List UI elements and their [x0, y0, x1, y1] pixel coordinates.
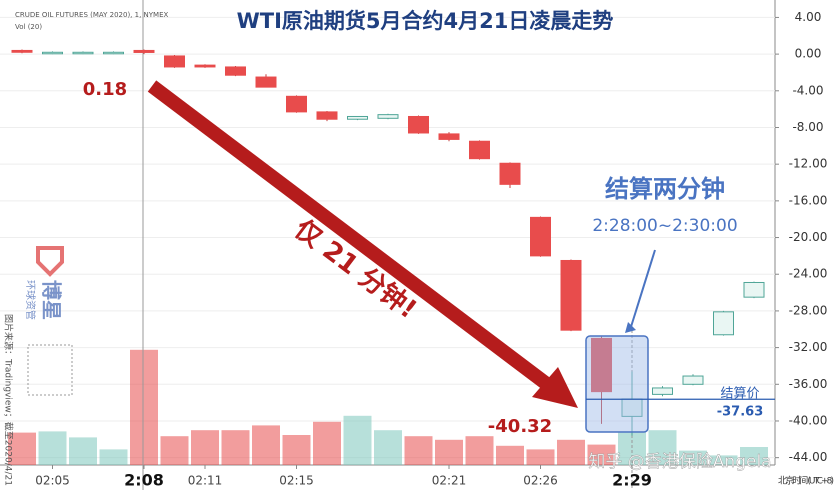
candle-body — [42, 51, 63, 55]
volume-bar — [496, 445, 524, 465]
y-tick-label: -36.00 — [789, 377, 828, 391]
candle-body — [225, 66, 246, 76]
candle-layer — [11, 49, 765, 436]
candle-body — [438, 133, 460, 140]
candle-body — [164, 55, 185, 68]
y-tick-label: -4.00 — [792, 83, 823, 97]
logo: 博星 — [40, 280, 64, 320]
y-tick-label: -32.00 — [789, 340, 828, 354]
volume-bar — [313, 421, 341, 465]
candle-body — [682, 375, 704, 385]
window-range: 2:28:00~2:30:00 — [592, 216, 737, 236]
volume-bar — [343, 415, 372, 465]
volume-bar — [435, 439, 463, 465]
volume-bar — [465, 436, 494, 465]
x-tick-label: 2:29 — [612, 471, 652, 490]
drop-arrow-head — [532, 367, 578, 408]
candle-body — [469, 140, 490, 160]
volume-bar — [740, 447, 768, 465]
logo-sub: 环球资管 — [24, 280, 37, 320]
candle-body — [408, 115, 429, 134]
x-tick-label: 02:26 — [523, 474, 558, 488]
volume-bar — [648, 430, 677, 465]
volume-bar — [252, 425, 280, 465]
low-annotation: -40.32 — [488, 416, 552, 437]
volume-layer — [8, 349, 768, 465]
volume-bar — [709, 455, 738, 465]
candle-body — [347, 115, 368, 120]
volume-bar — [404, 436, 433, 465]
volume-bar — [526, 449, 555, 465]
candle-body — [713, 311, 734, 336]
x-tick-label: 02:05 — [35, 474, 70, 488]
candle-body — [194, 64, 216, 68]
volume-bar — [221, 430, 250, 465]
volume-bar — [587, 444, 616, 465]
window-title: 结算两分钟 — [605, 175, 725, 203]
volume-bar — [8, 432, 36, 465]
window-pointer — [629, 249, 656, 331]
candle-body — [286, 95, 307, 113]
window-pointer-head — [625, 322, 636, 333]
candle-body — [316, 111, 338, 120]
volume-bar — [557, 439, 585, 465]
candle-body — [530, 216, 551, 257]
candle-body — [591, 337, 612, 393]
candle-body — [103, 51, 124, 55]
y-tick-label: 0.00 — [795, 47, 822, 61]
candle-body — [133, 49, 155, 53]
x-tick-label: 02:15 — [279, 474, 314, 488]
timezone: 北京时间 (UTC+8) — [778, 475, 834, 487]
y-tick-label: -40.00 — [789, 413, 828, 427]
y-tick-label: -16.00 — [789, 193, 828, 207]
candle-body — [499, 162, 521, 185]
y-tick-label: -24.00 — [789, 267, 828, 281]
x-tick-label: 02:21 — [432, 474, 467, 488]
volume-bar — [38, 431, 67, 465]
logo-icon — [36, 246, 64, 277]
volume-bar — [160, 436, 189, 465]
y-tick-label: -44.00 — [789, 450, 828, 464]
candle-body — [255, 76, 277, 88]
instrument: CRUDE OIL FUTURES (MAY 2020), 1, NYMEX — [15, 11, 169, 19]
qr-code — [27, 344, 73, 396]
start-annotation: 0.18 — [83, 79, 127, 100]
candle-body — [743, 281, 765, 298]
grid — [0, 16, 779, 459]
candle-body — [652, 387, 673, 395]
candle-body — [560, 259, 582, 331]
candle-body — [377, 114, 399, 119]
x-tick-label: 2:08 — [124, 471, 164, 490]
settlement-value: -37.63 — [717, 405, 764, 420]
candle-body — [72, 51, 94, 55]
volume-bar — [679, 450, 707, 465]
x-tick-label: 02:11 — [188, 474, 223, 488]
volume-bar — [191, 430, 219, 465]
settlement-window-box — [585, 335, 649, 433]
settlement-title: 结算价 — [720, 387, 759, 402]
volume-label: Vol (20) — [15, 23, 42, 31]
chart-title: WTI原油期货5月合约4月21日凌晨走势 — [237, 9, 614, 33]
y-tick-label: -28.00 — [789, 303, 828, 317]
volume-bar — [99, 449, 128, 465]
y-tick-label: -20.00 — [789, 230, 828, 244]
y-tick-label: -12.00 — [789, 157, 828, 171]
drop-arrow-shaft — [147, 80, 553, 391]
watermark: 知乎 @香港保险Angela — [588, 452, 771, 472]
volume-bar — [69, 437, 97, 465]
volume-bar — [374, 430, 402, 465]
volume-bar — [282, 435, 311, 465]
y-tick-label: 4.00 — [795, 10, 822, 24]
candle-body — [11, 49, 33, 53]
volume-bar — [130, 349, 158, 465]
source: 图片来源：Tradingview；截至2020/4/21 — [3, 314, 15, 486]
y-tick-label: -8.00 — [792, 120, 823, 134]
